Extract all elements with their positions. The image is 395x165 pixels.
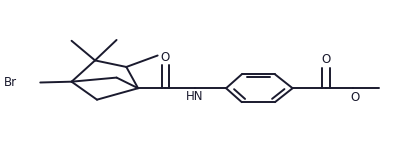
Text: O: O: [350, 92, 360, 104]
Text: Br: Br: [4, 76, 17, 89]
Text: HN: HN: [186, 90, 203, 103]
Text: O: O: [321, 53, 331, 66]
Text: O: O: [161, 51, 170, 64]
